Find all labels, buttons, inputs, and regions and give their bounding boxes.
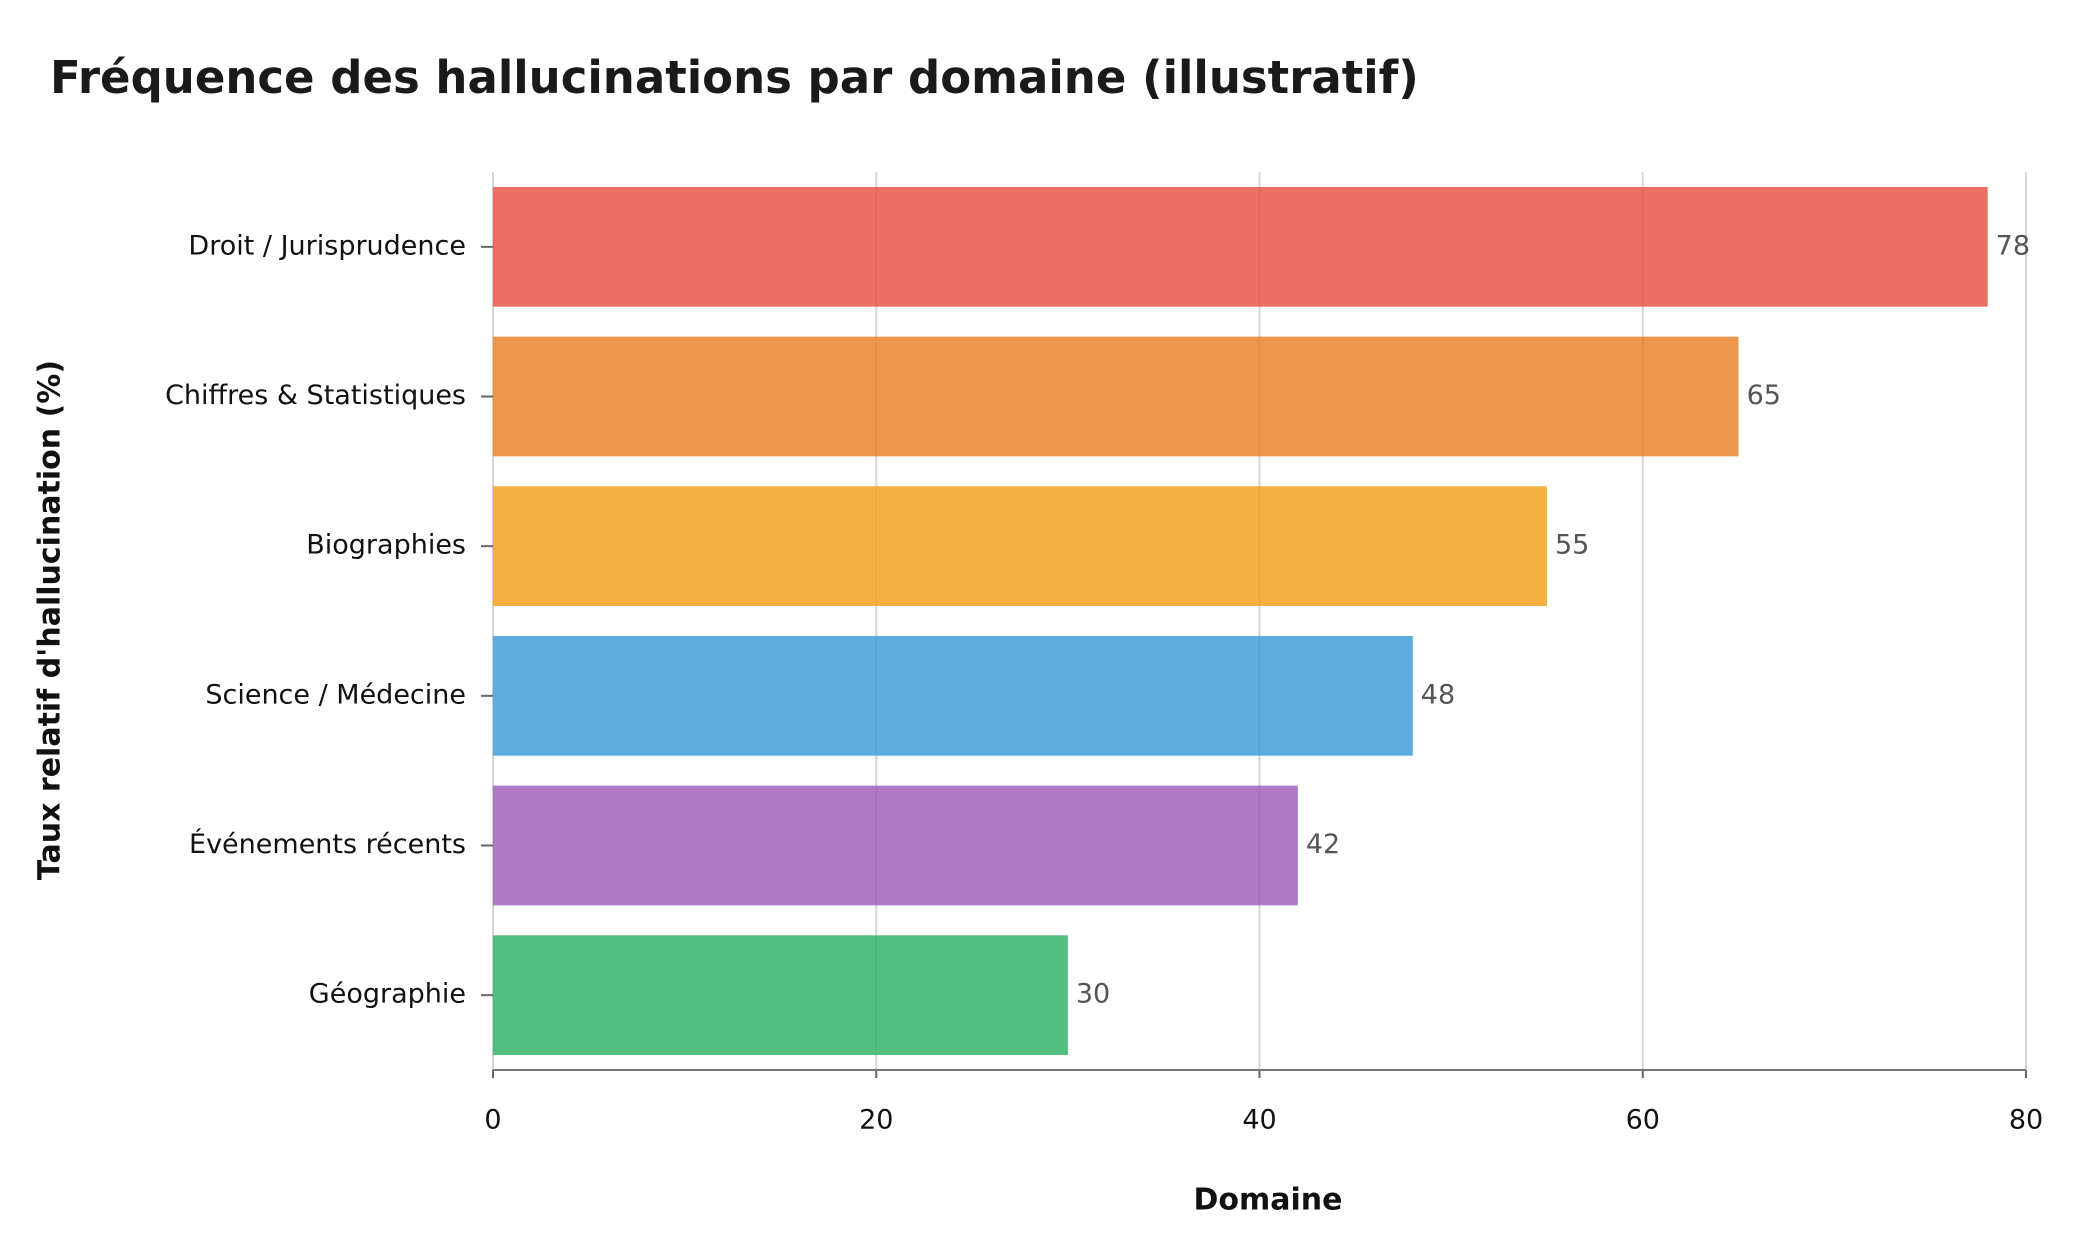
chart-title: Fréquence des hallucinations par domaine… (50, 51, 1419, 104)
y-tick-label: Événements récents (189, 828, 466, 860)
value-label: 42 (1306, 829, 1340, 860)
x-tick-label: 40 (1242, 1105, 1276, 1136)
x-tick-label: 80 (2009, 1105, 2043, 1136)
value-label: 30 (1076, 979, 1110, 1010)
y-tick-label: Géographie (309, 979, 466, 1010)
y-tick-label: Biographies (306, 530, 466, 561)
bar (493, 186, 1988, 307)
bar (493, 785, 1298, 906)
x-tick-label: 60 (1626, 1105, 1660, 1136)
x-tick-label: 0 (484, 1105, 501, 1136)
y-axis-label: Taux relatif d'hallucination (%) (33, 360, 68, 880)
x-axis-label: Domaine (1193, 1183, 1342, 1218)
y-tick-label: Droit / Jurisprudence (188, 230, 466, 261)
x-tick-label: 20 (859, 1105, 893, 1136)
value-label: 55 (1555, 530, 1589, 561)
y-tick-label: Chiffres & Statistiques (165, 380, 466, 411)
bar (493, 935, 1068, 1056)
bar (493, 336, 1739, 457)
value-label: 78 (1996, 230, 2030, 261)
bar (493, 486, 1547, 607)
value-label: 48 (1421, 679, 1455, 710)
value-label: 65 (1747, 380, 1781, 411)
bar (493, 635, 1413, 756)
y-tick-label: Science / Médecine (205, 679, 466, 710)
